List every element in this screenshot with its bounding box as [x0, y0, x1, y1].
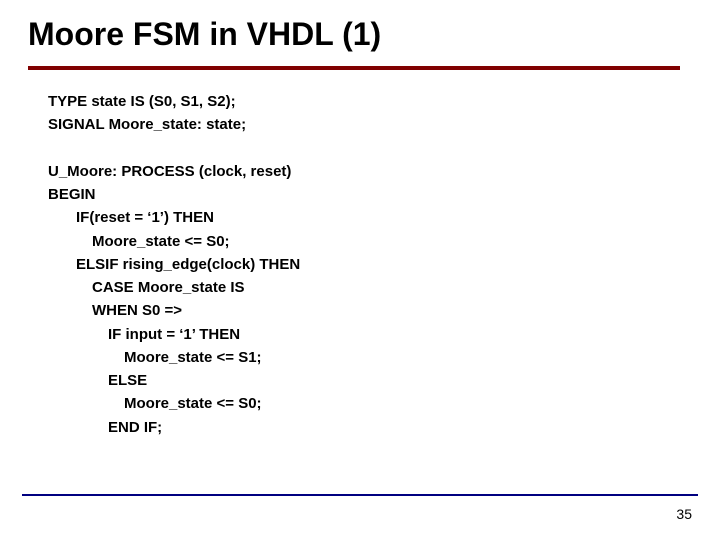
- code-line: ELSIF rising_edge(clock) THEN: [48, 253, 300, 276]
- code-line: END IF;: [48, 416, 300, 439]
- slide-title: Moore FSM in VHDL (1): [28, 16, 381, 53]
- code-text: ELSIF rising_edge(clock) THEN: [76, 256, 300, 273]
- code-line: Moore_state <= S0;: [48, 392, 300, 415]
- code-text: Moore_state <= S0;: [92, 233, 230, 250]
- code-line: WHEN S0 =>: [48, 299, 300, 322]
- code-line: IF input = ‘1’ THEN: [48, 323, 300, 346]
- code-line: [48, 137, 300, 160]
- code-line: Moore_state <= S0;: [48, 230, 300, 253]
- code-text: IF input = ‘1’ THEN: [108, 326, 240, 343]
- code-text: SIGNAL Moore_state: state;: [48, 116, 246, 133]
- code-line: SIGNAL Moore_state: state;: [48, 113, 300, 136]
- code-text: BEGIN: [48, 186, 96, 203]
- code-line: Moore_state <= S1;: [48, 346, 300, 369]
- code-text: Moore_state <= S0;: [124, 395, 262, 412]
- code-text: U_Moore: PROCESS (clock, reset): [48, 163, 291, 180]
- code-block: TYPE state IS (S0, S1, S2); SIGNAL Moore_…: [48, 90, 300, 439]
- code-line: ELSE: [48, 369, 300, 392]
- slide: Moore FSM in VHDL (1) TYPE state IS (S0,…: [0, 0, 720, 540]
- code-text: Moore_state <= S1;: [124, 349, 262, 366]
- code-text: WHEN S0 =>: [92, 302, 182, 319]
- code-text: IF(reset = ‘1’) THEN: [76, 209, 214, 226]
- code-text: END IF;: [108, 419, 162, 436]
- footer-rule: [22, 494, 698, 496]
- code-text: ELSE: [108, 372, 147, 389]
- code-line: IF(reset = ‘1’) THEN: [48, 206, 300, 229]
- code-text: TYPE state IS (S0, S1, S2);: [48, 93, 236, 110]
- title-underline: [28, 66, 680, 70]
- page-number: 35: [676, 506, 692, 522]
- code-line: TYPE state IS (S0, S1, S2);: [48, 90, 300, 113]
- code-line: U_Moore: PROCESS (clock, reset): [48, 160, 300, 183]
- code-text: CASE Moore_state IS: [92, 279, 245, 296]
- code-line: CASE Moore_state IS: [48, 276, 300, 299]
- code-line: BEGIN: [48, 183, 300, 206]
